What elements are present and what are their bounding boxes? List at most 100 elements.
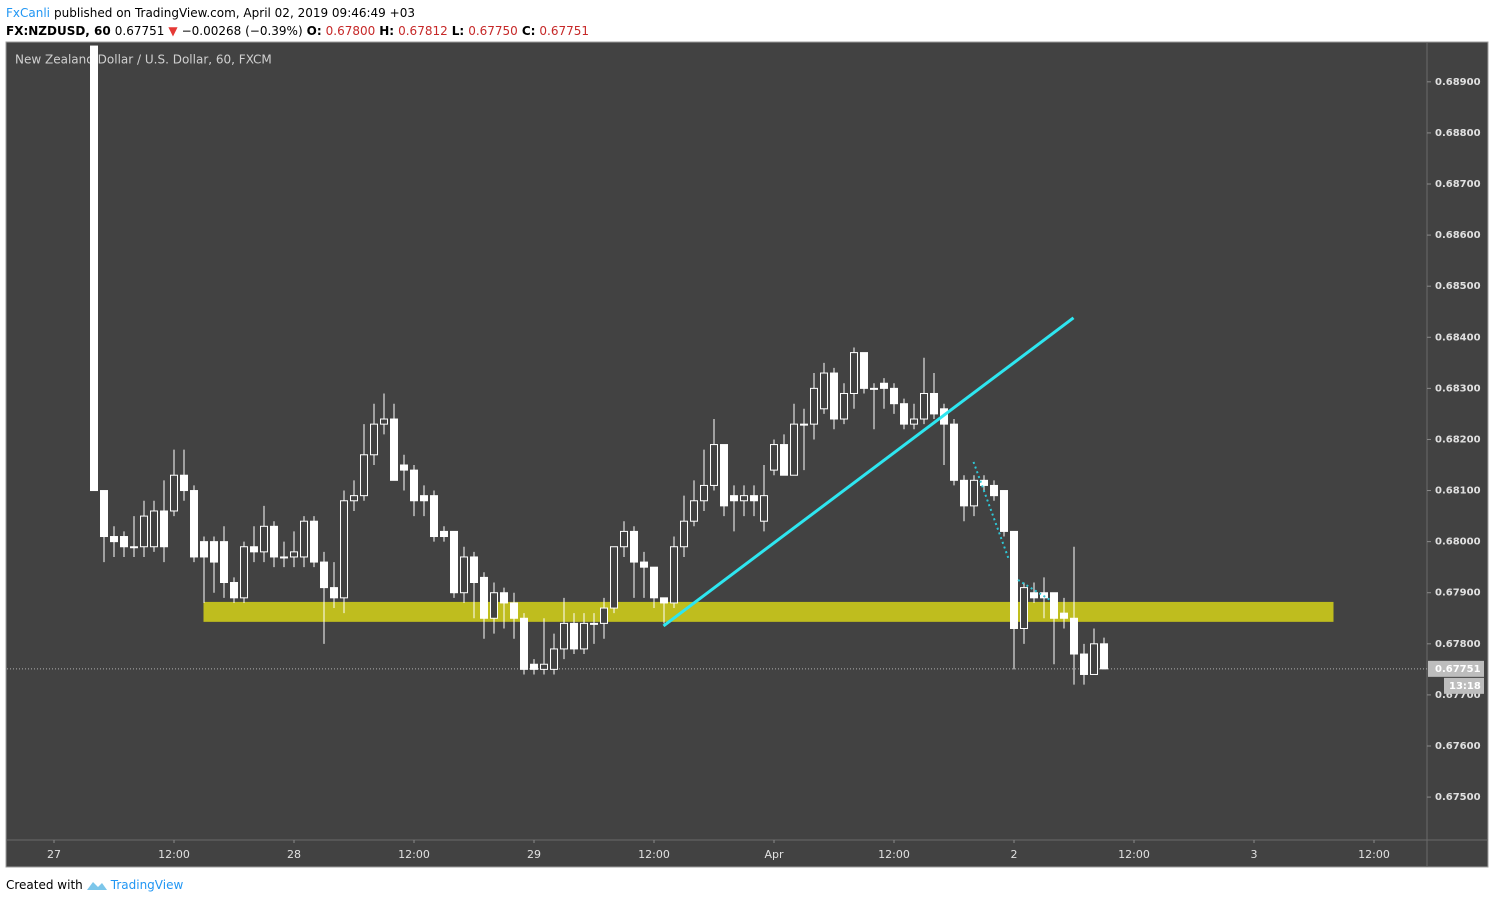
candle-body xyxy=(270,525,278,558)
candle-body xyxy=(820,372,828,410)
candle-body xyxy=(180,474,188,492)
x-tick-label: 12:00 xyxy=(878,848,910,861)
ohlc: O: 0.67800 H: 0.67812 L: 0.67750 C: 0.67751 xyxy=(307,22,589,40)
footer-brand[interactable]: TradingView xyxy=(110,878,184,892)
candle-body xyxy=(450,530,458,594)
candle-body xyxy=(800,423,808,426)
candle-body xyxy=(1020,587,1028,629)
candle-body xyxy=(780,444,788,476)
x-tick-label: 12:00 xyxy=(638,848,670,861)
x-tick-label: 12:00 xyxy=(398,848,430,861)
candle-body xyxy=(720,444,728,507)
y-tick-label: 0.67900 xyxy=(1435,588,1481,599)
ohlc-label: C: xyxy=(521,24,536,38)
candle-body xyxy=(660,597,668,604)
candle-body xyxy=(110,536,118,543)
candle-body xyxy=(480,576,488,619)
header-line-1: FxCanli published on TradingView.com, Ap… xyxy=(6,4,589,22)
header: FxCanli published on TradingView.com, Ap… xyxy=(6,4,589,40)
x-tick-label: 2 xyxy=(1011,848,1018,861)
candle-body xyxy=(670,546,678,604)
candle-body xyxy=(690,500,698,522)
candle-body xyxy=(230,582,238,599)
candle-body xyxy=(240,546,248,599)
candle-body xyxy=(140,515,148,548)
y-tick-label: 0.68600 xyxy=(1435,230,1481,241)
candle-body xyxy=(440,530,448,538)
ohlc-value: 0.67750 xyxy=(468,24,518,38)
candle-body xyxy=(910,418,918,425)
y-tick-label: 0.67500 xyxy=(1435,792,1481,803)
last: 0.67751 xyxy=(114,24,165,38)
candle-body xyxy=(880,382,888,389)
candle-body xyxy=(300,520,308,558)
candle-body xyxy=(1050,592,1058,619)
candle-body xyxy=(870,387,878,390)
x-tick-label: 12:00 xyxy=(1118,848,1150,861)
candle-body xyxy=(960,479,968,507)
candle-body xyxy=(630,530,638,563)
trend-line xyxy=(662,316,1075,628)
footer: Created with TradingView xyxy=(6,878,183,892)
y-tick-label: 0.67800 xyxy=(1435,639,1481,650)
candle-body xyxy=(200,541,208,558)
candle-body xyxy=(250,546,258,553)
candle-body xyxy=(1070,617,1078,655)
candle-body xyxy=(710,444,718,486)
candle-body xyxy=(640,561,648,568)
y-tick-label: 0.68500 xyxy=(1435,281,1481,292)
ohlc-value: 0.67800 xyxy=(325,24,376,38)
candle-body xyxy=(160,510,168,548)
candle-body xyxy=(740,495,748,502)
candle-body xyxy=(770,444,778,471)
candle-body xyxy=(310,520,318,563)
candle-body xyxy=(860,352,868,389)
x-tick-label: 12:00 xyxy=(158,848,190,861)
candle-body xyxy=(760,495,768,522)
candle-body xyxy=(840,392,848,420)
candle-body xyxy=(520,617,528,670)
candle-body xyxy=(350,495,358,502)
candle-body xyxy=(590,622,598,625)
chart-frame xyxy=(5,41,1489,868)
author[interactable]: FxCanli xyxy=(6,6,51,20)
candle-body xyxy=(610,546,618,609)
candle-body xyxy=(850,352,858,394)
candle-body xyxy=(120,536,128,548)
candle-body xyxy=(1030,592,1038,599)
candle-body xyxy=(810,387,818,425)
candle-body xyxy=(220,541,228,584)
ohlc-label: H: xyxy=(379,24,395,38)
candle-body xyxy=(190,490,198,558)
candle-body xyxy=(340,500,348,599)
candle-body xyxy=(390,418,398,481)
candle-body xyxy=(460,556,468,594)
published: published on TradingView.com, April 02, … xyxy=(54,6,415,20)
candle-body xyxy=(600,607,608,624)
candle-body xyxy=(750,495,758,502)
x-tick-label: 12:00 xyxy=(1358,848,1390,861)
candle-body xyxy=(130,546,138,549)
change: −0.00268 (−0.39%) xyxy=(181,24,303,38)
candle-body xyxy=(650,566,658,599)
candle-body xyxy=(1010,530,1018,629)
y-tick-label: 0.68000 xyxy=(1435,537,1481,548)
candle-body xyxy=(470,556,478,584)
candle-body xyxy=(210,541,218,563)
candle-body xyxy=(420,495,428,502)
countdown-box xyxy=(1444,677,1484,694)
candle-body xyxy=(400,464,408,471)
candle-body xyxy=(290,551,298,558)
candle-body xyxy=(580,622,588,650)
candle-body xyxy=(700,484,708,502)
candle-body xyxy=(500,592,508,604)
candle-body xyxy=(380,418,388,425)
header-line-2: FX:NZDUSD, 60 0.67751 ▼ −0.00268 (−0.39%… xyxy=(6,22,589,40)
candle-body xyxy=(100,490,108,538)
candle-body xyxy=(680,520,688,548)
y-tick-label: 0.68900 xyxy=(1435,77,1481,88)
support-zone xyxy=(203,601,1334,622)
y-tick-label: 0.68100 xyxy=(1435,486,1481,497)
